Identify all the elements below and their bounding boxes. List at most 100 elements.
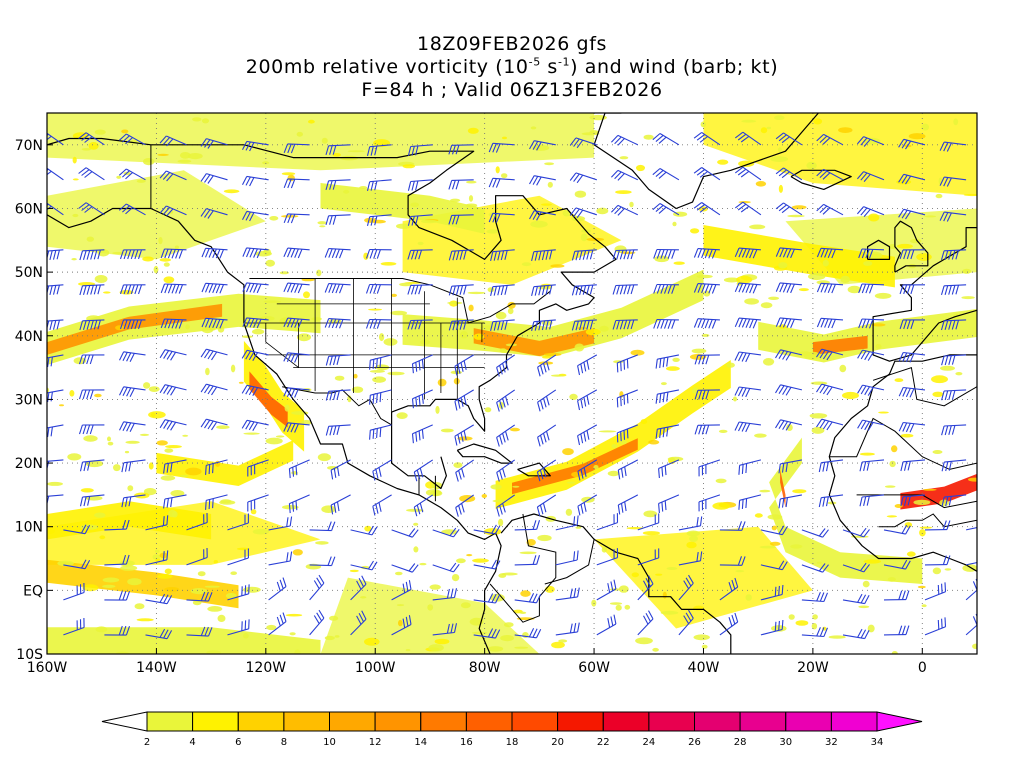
vorticity-speck: [143, 158, 155, 166]
wind-barb: [145, 628, 173, 640]
country-border: [544, 539, 595, 585]
wind-barb: [818, 459, 844, 473]
vorticity-speck: [165, 445, 182, 449]
vorticity-speck: [487, 287, 495, 293]
colorbar-tick-label: 22: [597, 737, 610, 748]
wind-barb: [801, 627, 829, 638]
vorticity-speck: [83, 435, 98, 442]
wind-barb: [738, 459, 762, 475]
vorticity-speck: [121, 129, 129, 134]
wind-barb: [577, 424, 598, 446]
vorticity-speck: [447, 301, 463, 305]
wind-barb: [899, 284, 926, 295]
wind-barb: [940, 319, 967, 331]
vorticity-speck: [428, 644, 444, 652]
vorticity-speck: [839, 364, 847, 373]
vorticity-speck: [281, 172, 296, 176]
vorticity-speck: [282, 505, 299, 510]
title-field-prefix: 200mb relative vorticity (10: [245, 56, 529, 78]
wind-barb: [432, 527, 460, 538]
vorticity-speck: [174, 245, 179, 250]
wind-barb: [448, 214, 474, 225]
wind-barb: [473, 593, 501, 604]
vorticity-speck: [363, 252, 369, 260]
vorticity-speck: [790, 544, 803, 549]
wind-barb: [899, 319, 925, 330]
wind-barb: [775, 247, 802, 259]
wind-barb: [79, 284, 105, 296]
vorticity-speck: [94, 129, 106, 135]
wind-barb: [738, 494, 762, 510]
vorticity-speck: [155, 558, 161, 562]
vorticity-speck: [932, 450, 943, 454]
wind-barb: [119, 351, 146, 363]
wind-barb: [119, 421, 146, 433]
vorticity-speck: [179, 474, 189, 478]
vorticity-speck: [391, 293, 397, 297]
vorticity-speck: [317, 453, 331, 462]
vorticity-speck: [620, 251, 636, 255]
vorticity-speck: [81, 148, 92, 151]
colorbar-tick-label: 16: [460, 737, 473, 748]
wind-barb: [596, 579, 617, 601]
vorticity-speck: [812, 614, 818, 620]
vorticity-speck: [618, 439, 628, 445]
vorticity-speck: [778, 262, 788, 269]
wind-barb: [496, 424, 516, 447]
vorticity-speck: [504, 622, 514, 628]
vorticity-speck: [919, 529, 926, 537]
wind-barb: [200, 173, 228, 184]
coastline: [456, 443, 513, 464]
wind-barb: [694, 354, 720, 365]
vorticity-speck: [723, 277, 740, 283]
vorticity-speck: [163, 262, 170, 267]
vorticity-speck: [213, 560, 218, 564]
vorticity-speck: [738, 160, 755, 167]
vorticity-speck: [179, 152, 191, 159]
wind-barb: [694, 424, 720, 435]
vorticity-speck: [380, 262, 397, 266]
wind-barb: [411, 389, 433, 409]
wind-barb: [325, 354, 351, 366]
wind-barb: [616, 354, 638, 373]
vorticity-speck: [102, 577, 120, 583]
vorticity-speck: [542, 356, 552, 359]
vorticity-speck: [360, 596, 367, 599]
vorticity-speck: [842, 391, 859, 400]
colorbar-under-arrow: [101, 711, 148, 732]
vorticity-speck: [499, 348, 507, 353]
wind-barb: [309, 574, 325, 601]
vorticity-speck: [735, 570, 745, 573]
vorticity-speck: [972, 643, 977, 649]
wind-barb: [555, 622, 580, 636]
colorbar-tick-label: 20: [551, 737, 564, 748]
wind-barb: [448, 249, 474, 261]
wind-barb: [529, 175, 556, 186]
wind-barb: [536, 494, 557, 517]
wind-barb: [160, 283, 187, 294]
vorticity-speck: [755, 181, 767, 187]
wind-barb: [577, 389, 598, 411]
wind-barb: [898, 138, 926, 150]
vorticity-speck: [206, 650, 221, 654]
wind-barb: [924, 582, 947, 601]
wind-barb: [350, 560, 378, 571]
vorticity-speck: [792, 489, 807, 494]
vorticity-speck: [317, 221, 327, 225]
wind-barb: [816, 317, 844, 329]
vorticity-speck: [284, 404, 290, 412]
wind-barb: [407, 284, 433, 295]
wind-barb: [47, 284, 64, 296]
vorticity-speck: [434, 638, 450, 645]
wind-barb: [288, 459, 310, 479]
vorticity-speck: [512, 485, 520, 488]
colorbar-tick-label: 4: [189, 737, 195, 748]
vorticity-speck: [238, 381, 244, 384]
wind-barb: [432, 588, 458, 601]
vorticity-speck: [460, 331, 468, 339]
vorticity-speck: [858, 605, 870, 609]
vorticity-speck: [94, 393, 102, 398]
vorticity-speck: [717, 159, 729, 165]
vorticity-speck: [906, 551, 916, 557]
wind-barb: [856, 206, 885, 217]
